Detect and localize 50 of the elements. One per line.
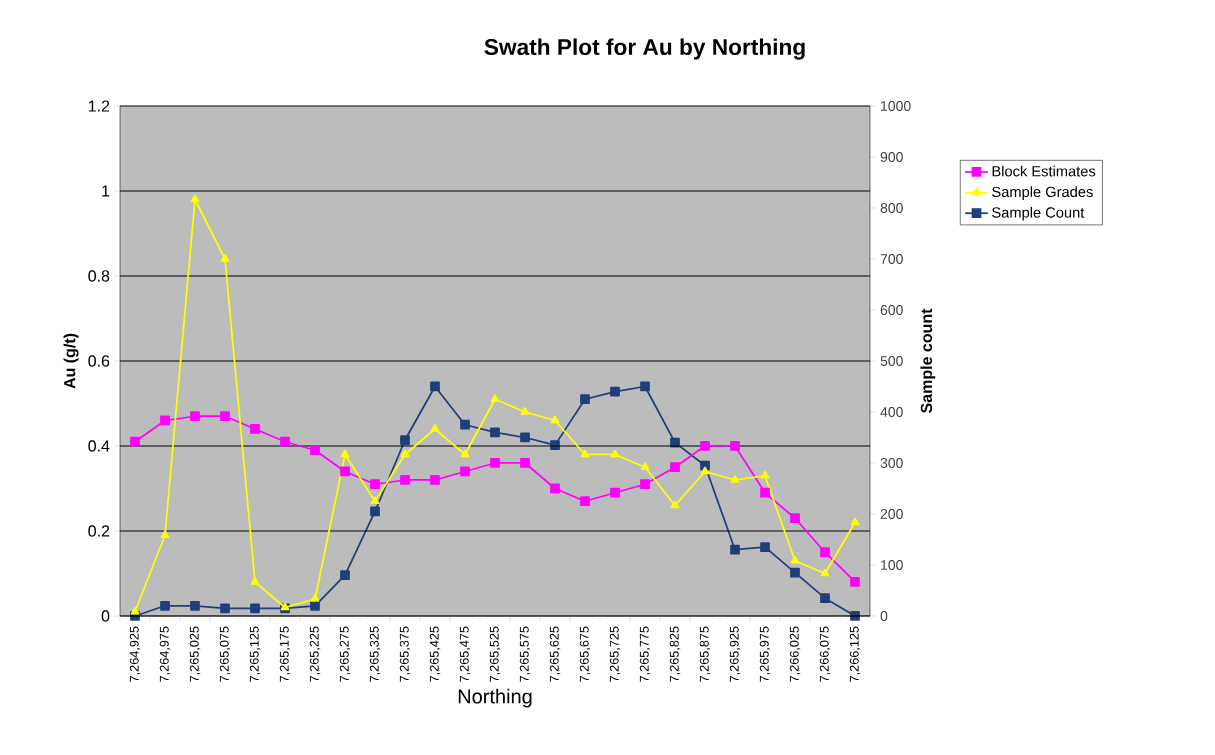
y2-tick-label: 500	[880, 356, 903, 366]
x-tick-label: 7,265,925	[729, 626, 741, 682]
x-tick-label: 7,266,125	[849, 626, 861, 682]
y-tick-label: 0.4	[88, 440, 110, 452]
y2-tick-label: 0	[880, 611, 888, 621]
x-tick-label: 7,265,475	[459, 626, 471, 682]
x-tick-label: 7,266,075	[819, 626, 831, 682]
x-tick-label: 7,265,175	[279, 626, 291, 682]
y-tick-label: 0	[101, 610, 110, 622]
x-tick-label: 7,265,575	[519, 626, 531, 682]
x-axis-title: Northing	[458, 688, 532, 708]
x-tick-label: 7,265,025	[189, 626, 201, 682]
y-tick-label: 0.2	[88, 525, 110, 537]
x-tick-label: 7,265,975	[759, 626, 771, 682]
y2-tick-label: 1000	[881, 101, 911, 111]
legend-label: Block Estimates	[992, 165, 1096, 177]
x-tick-label: 7,266,025	[789, 626, 801, 682]
y-tick-label: 1	[102, 185, 110, 197]
y2-axis-title: Sample count	[920, 308, 936, 413]
x-tick-label: 7,265,275	[339, 626, 351, 682]
chart-title: Swath Plot for Au by Northing	[484, 38, 805, 60]
y-tick-label: 0.6	[88, 355, 110, 367]
x-tick-label: 7,265,125	[249, 626, 261, 682]
x-tick-label: 7,265,375	[399, 626, 411, 682]
x-tick-label: 7,265,325	[369, 626, 381, 682]
y2-tick-label: 800	[880, 203, 903, 213]
x-tick-label: 7,265,875	[699, 626, 711, 682]
y2-tick-label: 600	[880, 305, 903, 315]
x-tick-label: 7,265,725	[609, 626, 621, 682]
y2-tick-label: 900	[880, 152, 903, 162]
y2-tick-label: 300	[880, 458, 903, 468]
x-tick-label: 7,265,825	[669, 626, 681, 682]
y2-tick-label: 200	[880, 509, 903, 519]
x-tick-label: 7,265,425	[429, 626, 441, 682]
x-tick-label: 7,265,775	[639, 626, 651, 682]
y2-tick-label: 700	[880, 254, 903, 264]
y-tick-label: 1.2	[88, 100, 110, 112]
x-tick-label: 7,265,675	[579, 626, 591, 682]
x-tick-label: 7,264,925	[129, 626, 141, 682]
x-tick-label: 7,265,075	[219, 626, 231, 682]
legend-label: Sample Count	[992, 206, 1085, 221]
y-axis-title: Au (g/t)	[63, 333, 79, 389]
x-tick-label: 7,265,525	[489, 626, 501, 682]
x-tick-label: 7,264,975	[159, 626, 171, 682]
y2-tick-label: 100	[881, 560, 903, 570]
x-tick-label: 7,265,225	[309, 626, 321, 682]
legend-label: Sample Grades	[992, 186, 1093, 200]
y-tick-label: 0.8	[88, 270, 110, 282]
x-tick-label: 7,265,625	[549, 626, 561, 682]
y2-tick-label: 400	[880, 407, 903, 417]
